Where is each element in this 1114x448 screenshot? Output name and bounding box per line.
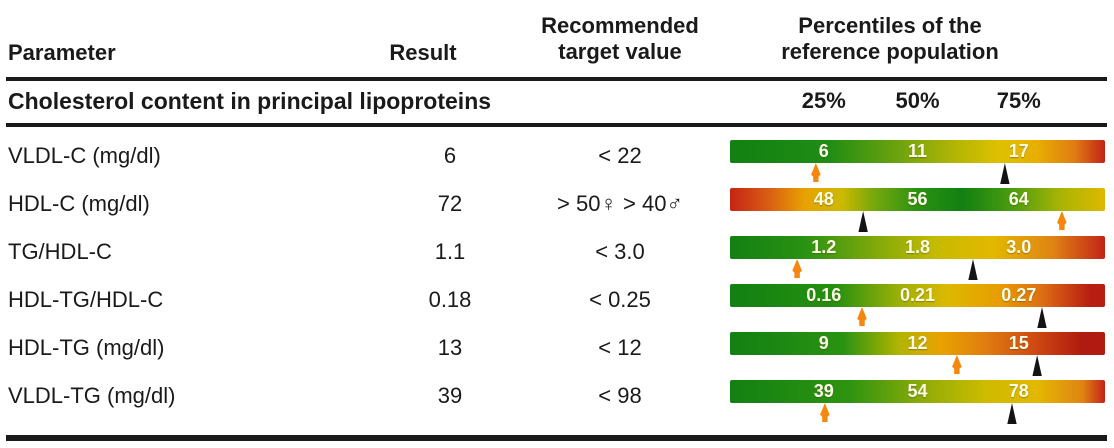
- orange-arrow-marker-icon: [811, 163, 821, 182]
- tick-75: 75%: [996, 88, 1041, 113]
- target-value: < 12: [598, 335, 642, 360]
- marker-track: [730, 163, 1105, 184]
- black-arrow-marker-icon: [1000, 163, 1010, 184]
- orange-arrow-marker-icon: [952, 355, 962, 374]
- column-header-percentiles: Percentiles of the reference population: [690, 13, 1090, 65]
- parameter-name: HDL-C (mg/dl): [8, 191, 150, 216]
- orange-arrow-marker-icon: [792, 259, 802, 278]
- column-header-result: Result: [389, 40, 457, 65]
- parameter-name: HDL-TG/HDL-C: [8, 287, 164, 312]
- percentile-scale-bar: 6 11 17: [730, 140, 1105, 163]
- result-value: 6: [443, 143, 457, 168]
- parameter-name: HDL-TG (mg/dl): [8, 335, 165, 360]
- percentile-50-label: 11: [907, 141, 928, 161]
- table-row-hdl-c: HDL-C (mg/dl) 72 > 50♀ > 40♂ 48 56 64: [0, 182, 1114, 232]
- column-header-percentiles-line2: reference population: [781, 39, 999, 64]
- result-value: 72: [437, 191, 463, 216]
- result-value: 0.18: [428, 287, 472, 312]
- black-arrow-marker-icon: [968, 259, 978, 280]
- percentile-25-label: 48: [813, 189, 834, 209]
- parameter-name: TG/HDL-C: [8, 239, 112, 264]
- marker-track: [730, 211, 1105, 232]
- horizontal-rule-middle: [6, 123, 1107, 127]
- percentile-25-label: 1.2: [811, 237, 837, 257]
- column-header-target-line2: target value: [558, 39, 682, 64]
- marker-track: [730, 307, 1105, 328]
- horizontal-rule-top: [6, 77, 1107, 81]
- table-row-tg-hdl-c: TG/HDL-C 1.1 < 3.0 1.2 1.8 3.0: [0, 230, 1114, 280]
- column-header-percentiles-line1: Percentiles of the: [798, 13, 982, 38]
- result-value: 1.1: [434, 239, 466, 264]
- table-row-vldl-c: VLDL-C (mg/dl) 6 < 22 6 11 17: [0, 134, 1114, 184]
- black-arrow-marker-icon: [858, 211, 868, 232]
- target-value: > 50♀ > 40♂: [557, 191, 683, 216]
- parameter-name: VLDL-C (mg/dl): [8, 143, 161, 168]
- target-value: < 0.25: [589, 287, 651, 312]
- orange-arrow-marker-icon: [857, 307, 867, 326]
- percentile-scale-bar: 39 54 78: [730, 380, 1105, 403]
- percentile-75-label: 78: [1008, 381, 1029, 401]
- percentile-75-label: 15: [1008, 333, 1029, 353]
- table-row-hdl-tg: HDL-TG (mg/dl) 13 < 12 9 12 15: [0, 326, 1114, 376]
- column-header-target-value: Recommended target value: [490, 13, 750, 65]
- marker-track: [730, 259, 1105, 280]
- percentile-75-label: 64: [1008, 189, 1029, 209]
- black-arrow-marker-icon: [1032, 355, 1042, 376]
- black-arrow-marker-icon: [1007, 403, 1017, 424]
- result-value: 13: [437, 335, 463, 360]
- percentile-scale-bar: 1.2 1.8 3.0: [730, 236, 1105, 259]
- percentile-scale-bar: 0.16 0.21 0.27: [730, 284, 1105, 307]
- column-header-target-line1: Recommended: [541, 13, 699, 38]
- percentile-25-label: 39: [813, 381, 834, 401]
- percentile-50-label: 56: [907, 189, 928, 209]
- percentile-50-label: 1.8: [904, 237, 931, 257]
- percentile-25-label: 6: [818, 141, 829, 161]
- table-row-hdl-tg-hdl-c: HDL-TG/HDL-C 0.18 < 0.25 0.16 0.21 0.27: [0, 278, 1114, 328]
- percentile-75-label: 0.27: [1001, 285, 1037, 305]
- percentile-75-label: 17: [1008, 141, 1029, 161]
- target-value: < 98: [598, 383, 642, 408]
- percentile-75-label: 3.0: [1006, 237, 1032, 257]
- marker-track: [730, 403, 1105, 424]
- parameter-name: VLDL-TG (mg/dl): [8, 383, 176, 408]
- tick-25: 25%: [801, 88, 846, 113]
- table-row-vldl-tg: VLDL-TG (mg/dl) 39 < 98 39 54 78: [0, 374, 1114, 424]
- percentile-50-label: 12: [907, 333, 928, 353]
- percentile-25-label: 9: [818, 333, 829, 353]
- percentile-scale-bar: 9 12 15: [730, 332, 1105, 355]
- horizontal-rule-bottom: [6, 435, 1107, 441]
- section-title: Cholesterol content in principal lipopro…: [8, 88, 492, 114]
- marker-track: [730, 355, 1105, 376]
- percentile-50-label: 54: [907, 381, 928, 401]
- percentile-tick-header: 25% 50% 75%: [730, 88, 1105, 116]
- tick-50: 50%: [895, 88, 940, 113]
- target-value: < 3.0: [595, 239, 645, 264]
- black-arrow-marker-icon: [1037, 307, 1047, 328]
- percentile-25-label: 0.16: [806, 285, 842, 305]
- result-value: 39: [437, 383, 463, 408]
- orange-arrow-marker-icon: [1057, 211, 1067, 230]
- target-value: < 22: [598, 143, 642, 168]
- percentile-50-label: 0.21: [899, 285, 936, 305]
- percentile-scale-bar: 48 56 64: [730, 188, 1105, 211]
- orange-arrow-marker-icon: [820, 403, 830, 422]
- column-header-parameter: Parameter: [8, 40, 116, 65]
